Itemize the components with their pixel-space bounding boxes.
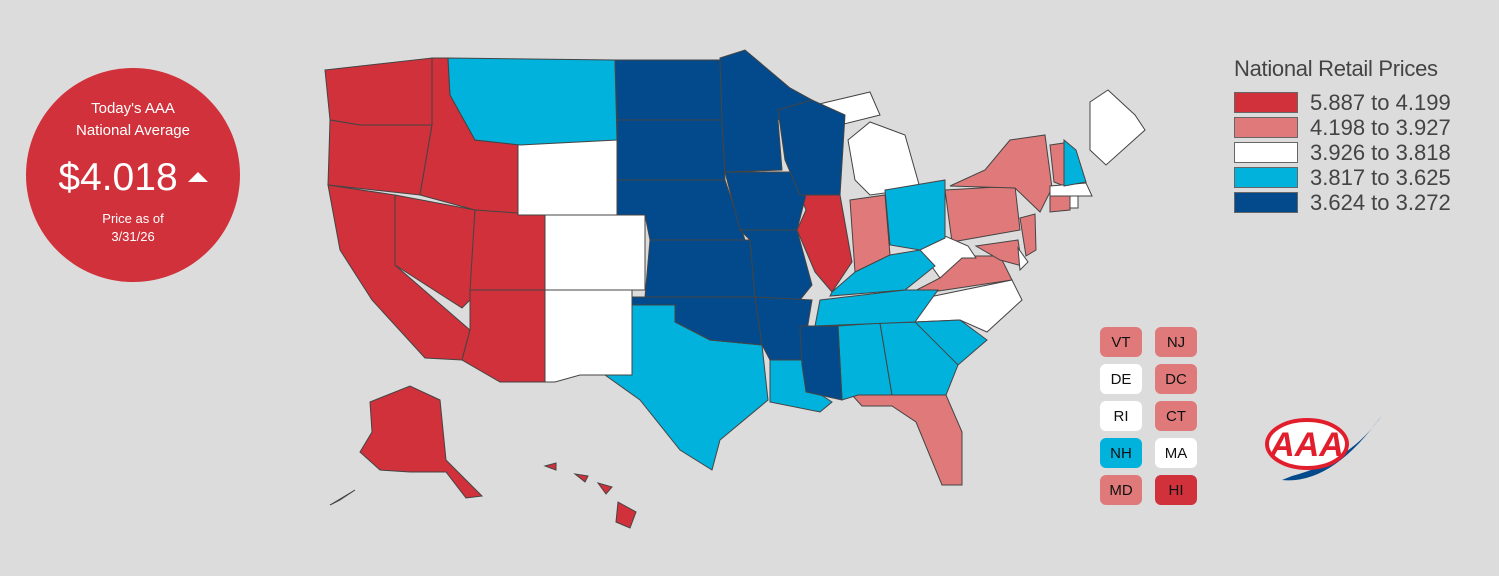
- state-ct[interactable]: [1049, 195, 1071, 213]
- state-fl[interactable]: [850, 394, 963, 486]
- legend-swatch: [1234, 167, 1298, 188]
- state-nj[interactable]: [1019, 213, 1037, 257]
- legend-item: 4.198 to 3.927: [1234, 115, 1451, 140]
- state-button-de[interactable]: DE: [1100, 364, 1142, 394]
- state-hi[interactable]: [573, 473, 589, 483]
- state-co[interactable]: [544, 214, 646, 291]
- legend-swatch: [1234, 117, 1298, 138]
- legend-label: 4.198 to 3.927: [1310, 114, 1451, 140]
- legend-item: 3.624 to 3.272: [1234, 190, 1451, 215]
- state-nm[interactable]: [544, 289, 633, 383]
- state-nd[interactable]: [614, 59, 723, 121]
- legend-title: National Retail Prices: [1234, 56, 1438, 81]
- state-de[interactable]: [1017, 246, 1029, 272]
- legend-swatch: [1234, 142, 1298, 163]
- legend-label: 3.817 to 3.625: [1310, 164, 1451, 190]
- legend-label: 3.926 to 3.818: [1310, 139, 1451, 165]
- state-pa[interactable]: [944, 185, 1021, 243]
- state-ar[interactable]: [754, 296, 813, 361]
- small-state-buttons: VT NJ DE DC RI CT NH MA MD HI: [1100, 327, 1197, 505]
- aaa-logo: AAA: [1262, 410, 1387, 495]
- state-button-ct[interactable]: CT: [1155, 401, 1197, 431]
- national-average-price: $4.018: [26, 156, 240, 200]
- state-me[interactable]: [1089, 89, 1146, 166]
- state-az[interactable]: [461, 289, 546, 383]
- state-ks[interactable]: [644, 239, 756, 298]
- state-oh[interactable]: [884, 179, 946, 251]
- legend-swatch: [1234, 92, 1298, 113]
- state-ia[interactable]: [724, 171, 807, 231]
- state-tn[interactable]: [814, 289, 939, 327]
- state-ms[interactable]: [799, 325, 843, 401]
- national-average-badge: Today's AAA National Average $4.018 Pric…: [26, 68, 240, 282]
- price-date: Price as of 3/31/26: [102, 211, 164, 244]
- state-ak[interactable]: [359, 385, 484, 499]
- state-ak[interactable]: [329, 489, 356, 506]
- legend-item: 3.817 to 3.625: [1234, 165, 1451, 190]
- state-button-vt[interactable]: VT: [1100, 327, 1142, 357]
- price-legend: National Retail Prices 5.887 to 4.199 4.1…: [1234, 56, 1451, 215]
- state-ri[interactable]: [1069, 195, 1079, 209]
- state-va[interactable]: [904, 255, 1013, 297]
- state-sd[interactable]: [616, 119, 726, 181]
- state-mn[interactable]: [719, 49, 814, 173]
- state-button-ma[interactable]: MA: [1155, 438, 1197, 468]
- trend-up-icon: [187, 172, 208, 182]
- state-button-md[interactable]: MD: [1100, 475, 1142, 505]
- state-button-dc[interactable]: DC: [1155, 364, 1197, 394]
- state-hi[interactable]: [615, 501, 637, 529]
- state-or[interactable]: [327, 119, 433, 196]
- state-hi[interactable]: [596, 482, 613, 495]
- state-il[interactable]: [796, 194, 853, 293]
- state-wi[interactable]: [777, 99, 846, 196]
- svg-text:AAA: AAA: [1269, 426, 1344, 464]
- legend-label: 3.624 to 3.272: [1310, 189, 1451, 215]
- state-button-nh[interactable]: NH: [1100, 438, 1142, 468]
- legend-label: 5.887 to 4.199: [1310, 89, 1451, 115]
- state-wa[interactable]: [324, 57, 433, 126]
- state-mt[interactable]: [447, 57, 618, 146]
- state-vt[interactable]: [1049, 142, 1065, 187]
- state-nv[interactable]: [394, 194, 476, 309]
- state-button-hi[interactable]: HI: [1155, 475, 1197, 505]
- legend-item: 5.887 to 4.199: [1234, 90, 1451, 115]
- state-hi[interactable]: [543, 462, 557, 471]
- state-ny[interactable]: [949, 134, 1053, 213]
- legend-item: 3.926 to 3.818: [1234, 140, 1451, 165]
- state-ky[interactable]: [829, 249, 936, 297]
- legend-swatch: [1234, 192, 1298, 213]
- state-button-nj[interactable]: NJ: [1155, 327, 1197, 357]
- state-nh[interactable]: [1063, 138, 1087, 187]
- state-wy[interactable]: [517, 139, 618, 216]
- state-ut[interactable]: [469, 209, 546, 291]
- state-mi[interactable]: [847, 121, 921, 196]
- state-sc[interactable]: [913, 319, 988, 366]
- state-button-ri[interactable]: RI: [1100, 401, 1142, 431]
- national-average-heading: Today's AAA National Average: [76, 100, 190, 139]
